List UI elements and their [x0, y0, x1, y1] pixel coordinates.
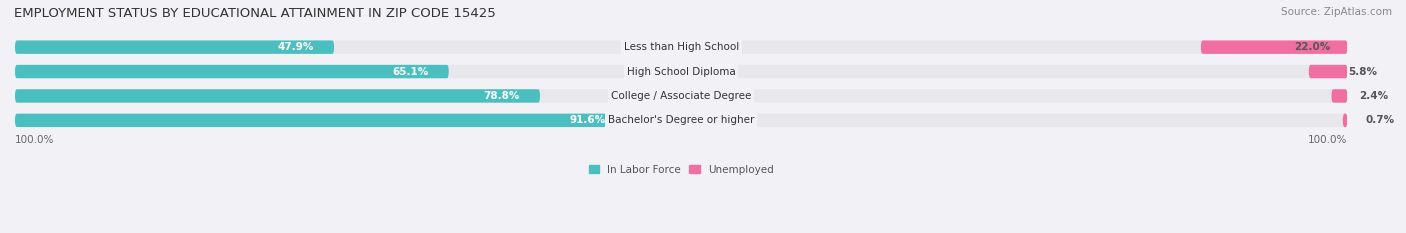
FancyBboxPatch shape [1201, 41, 1347, 54]
Text: Less than High School: Less than High School [624, 42, 738, 52]
Text: College / Associate Degree: College / Associate Degree [612, 91, 751, 101]
FancyBboxPatch shape [15, 65, 1347, 78]
Text: 100.0%: 100.0% [15, 135, 55, 145]
Text: Source: ZipAtlas.com: Source: ZipAtlas.com [1281, 7, 1392, 17]
Text: EMPLOYMENT STATUS BY EDUCATIONAL ATTAINMENT IN ZIP CODE 15425: EMPLOYMENT STATUS BY EDUCATIONAL ATTAINM… [14, 7, 496, 20]
Text: 0.7%: 0.7% [1365, 115, 1395, 125]
FancyBboxPatch shape [15, 114, 1347, 127]
Text: 47.9%: 47.9% [278, 42, 314, 52]
FancyBboxPatch shape [15, 89, 1347, 103]
FancyBboxPatch shape [15, 41, 335, 54]
Text: 100.0%: 100.0% [1308, 135, 1347, 145]
FancyBboxPatch shape [15, 41, 1347, 54]
Text: 65.1%: 65.1% [392, 67, 429, 77]
FancyBboxPatch shape [1343, 114, 1347, 127]
Text: High School Diploma: High School Diploma [627, 67, 735, 77]
Text: 91.6%: 91.6% [569, 115, 605, 125]
Text: 22.0%: 22.0% [1294, 42, 1330, 52]
Text: 78.8%: 78.8% [484, 91, 520, 101]
FancyBboxPatch shape [1331, 89, 1347, 103]
Text: 2.4%: 2.4% [1360, 91, 1389, 101]
FancyBboxPatch shape [15, 89, 540, 103]
Text: 5.8%: 5.8% [1348, 67, 1376, 77]
Text: Bachelor's Degree or higher: Bachelor's Degree or higher [607, 115, 755, 125]
FancyBboxPatch shape [15, 65, 449, 78]
FancyBboxPatch shape [15, 114, 626, 127]
FancyBboxPatch shape [1309, 65, 1347, 78]
Legend: In Labor Force, Unemployed: In Labor Force, Unemployed [589, 165, 773, 175]
